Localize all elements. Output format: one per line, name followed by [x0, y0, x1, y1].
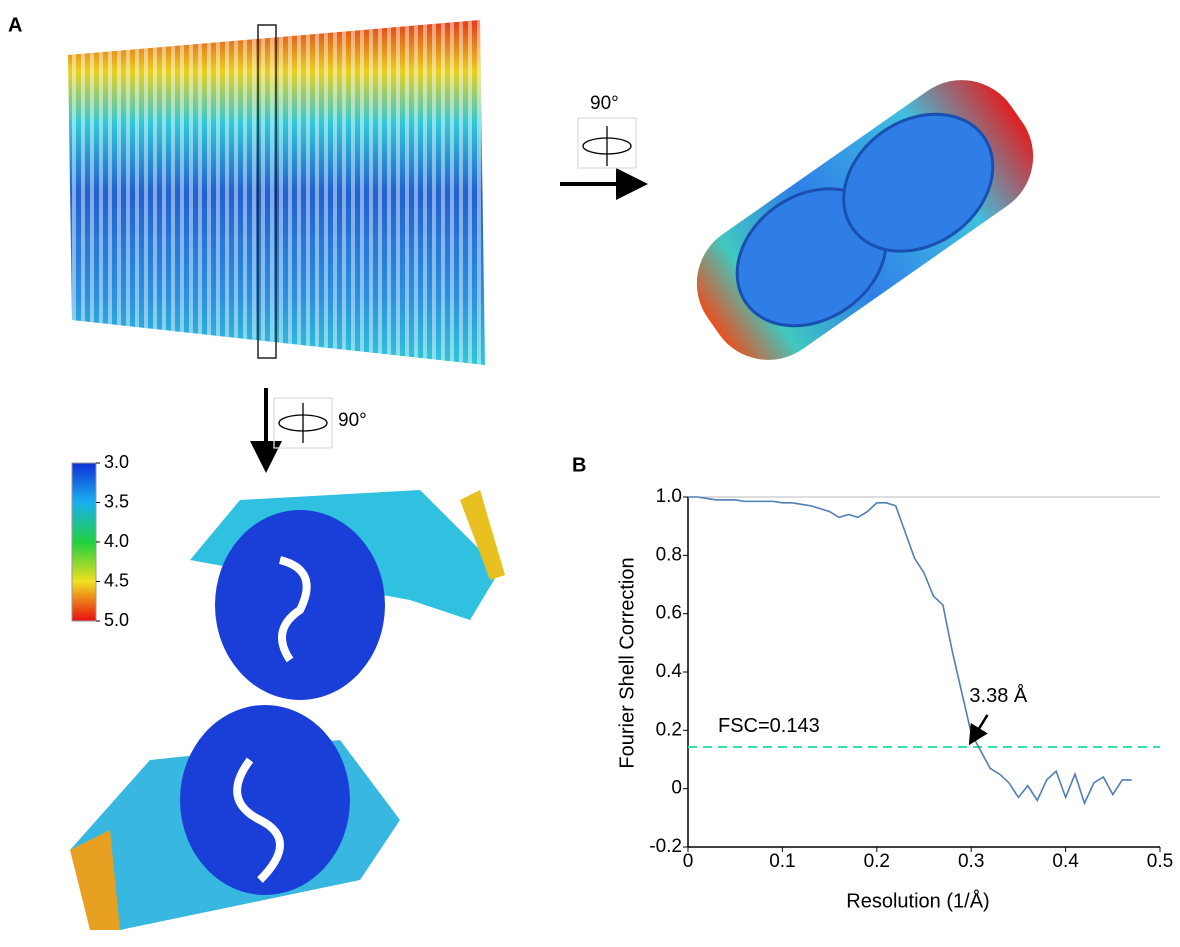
- rotation-label: 90°: [338, 410, 367, 431]
- annotation-arrow: [968, 714, 989, 746]
- colorbar-tick-label: 3.0: [104, 452, 129, 472]
- threshold-label: FSC=0.143: [718, 715, 820, 737]
- y-tick-label: 0.8: [656, 544, 682, 565]
- y-tick-label: 0: [671, 778, 682, 799]
- fsc-curve: [688, 496, 1132, 806]
- colorbar-tick-label: 3.5: [104, 491, 129, 511]
- panel-a-graphics: [68, 20, 1034, 930]
- colorbar: [71, 462, 97, 622]
- top-view-map: [696, 80, 1034, 360]
- panel-label: A: [8, 14, 22, 36]
- x-tick-label: 0.3: [958, 851, 984, 872]
- colorbar-tick-label: 4.5: [104, 570, 129, 590]
- y-tick-label: -0.2: [649, 836, 682, 857]
- x-tick-label: 0: [683, 851, 694, 872]
- y-tick-label: 0.6: [656, 603, 682, 624]
- x-axis-label: Resolution (1/Å): [846, 889, 989, 912]
- colorbar-tick-label: 4.0: [104, 531, 129, 551]
- panel-label: B: [572, 454, 586, 476]
- y-axis-label: Fourier Shell Correction: [616, 557, 638, 768]
- cross-section-map: [70, 490, 505, 930]
- colorbar-tick-label: 5.0: [104, 610, 129, 630]
- x-tick-label: 0.2: [864, 851, 890, 872]
- x-tick-label: 0.5: [1147, 851, 1173, 872]
- y-tick-label: 0.2: [656, 719, 682, 740]
- y-tick-label: 1.0: [656, 486, 682, 507]
- rotation-icon: [273, 117, 637, 449]
- annotation-label: 3.38 Å: [969, 684, 1027, 707]
- rotation-label: 90°: [590, 93, 619, 114]
- y-tick-label: 0.4: [656, 661, 683, 682]
- slice-box: [257, 24, 277, 359]
- x-tick-label: 0.4: [1052, 851, 1079, 872]
- x-tick-label: 0.1: [769, 851, 795, 872]
